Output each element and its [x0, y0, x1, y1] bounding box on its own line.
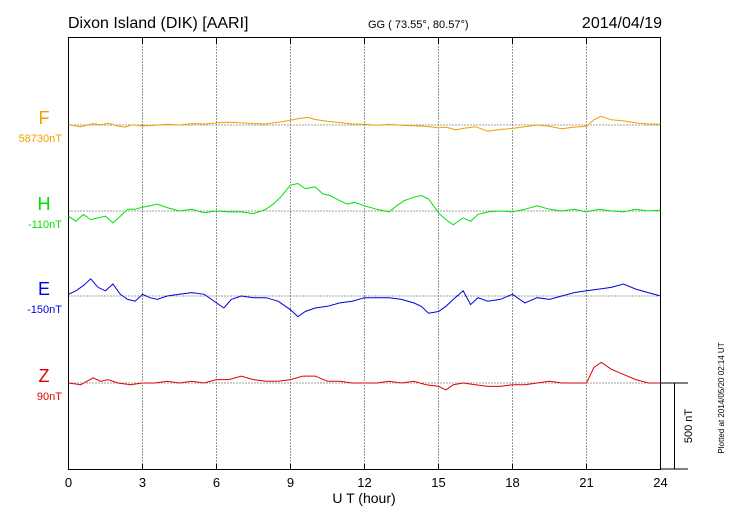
date-label: 2014/04/19 — [582, 15, 662, 32]
x-tick-label: 24 — [653, 475, 667, 490]
station-title: Dixon Island (DIK) [AARI] — [68, 15, 249, 32]
x-tick-label: 0 — [65, 475, 72, 490]
x-tick-label: 9 — [287, 475, 294, 490]
scale-bar-label: 500 nT — [683, 409, 695, 444]
series-line-h — [68, 182, 661, 226]
series-baseline-f: 58730nT — [19, 133, 63, 145]
x-tick-label: 3 — [139, 475, 146, 490]
series-name-z: Z — [39, 366, 50, 386]
x-tick-label: 6 — [213, 475, 220, 490]
scale-bar: 500 nT — [661, 382, 695, 470]
plotted-timestamp: Plotted at 2014/05/20 02:14 UT — [717, 342, 726, 453]
series-labels: F 58730nT H -110nT E -150nT Z 90nT — [19, 108, 63, 403]
x-tick-label: 21 — [579, 475, 593, 490]
series-name-e: E — [38, 279, 50, 299]
series-lines — [68, 115, 661, 391]
series-line-e — [68, 278, 661, 318]
series-baseline-e: -150nT — [27, 304, 62, 316]
coordinates: GG ( 73.55°, 80.57°) — [368, 19, 469, 31]
series-name-f: F — [39, 108, 50, 128]
x-axis: 0 3 6 9 12 15 18 21 24 — [65, 37, 668, 490]
series-baseline-h: -110nT — [28, 219, 62, 231]
x-tick-label: 15 — [431, 475, 445, 490]
series-line-f — [68, 115, 661, 132]
series-name-h: H — [38, 194, 51, 214]
x-tick-label: 12 — [357, 475, 371, 490]
grid — [68, 37, 661, 470]
series-line-z — [68, 361, 661, 391]
x-axis-label: U T (hour) — [332, 490, 395, 506]
x-tick-label: 18 — [505, 475, 519, 490]
series-baseline-z: 90nT — [37, 391, 62, 403]
